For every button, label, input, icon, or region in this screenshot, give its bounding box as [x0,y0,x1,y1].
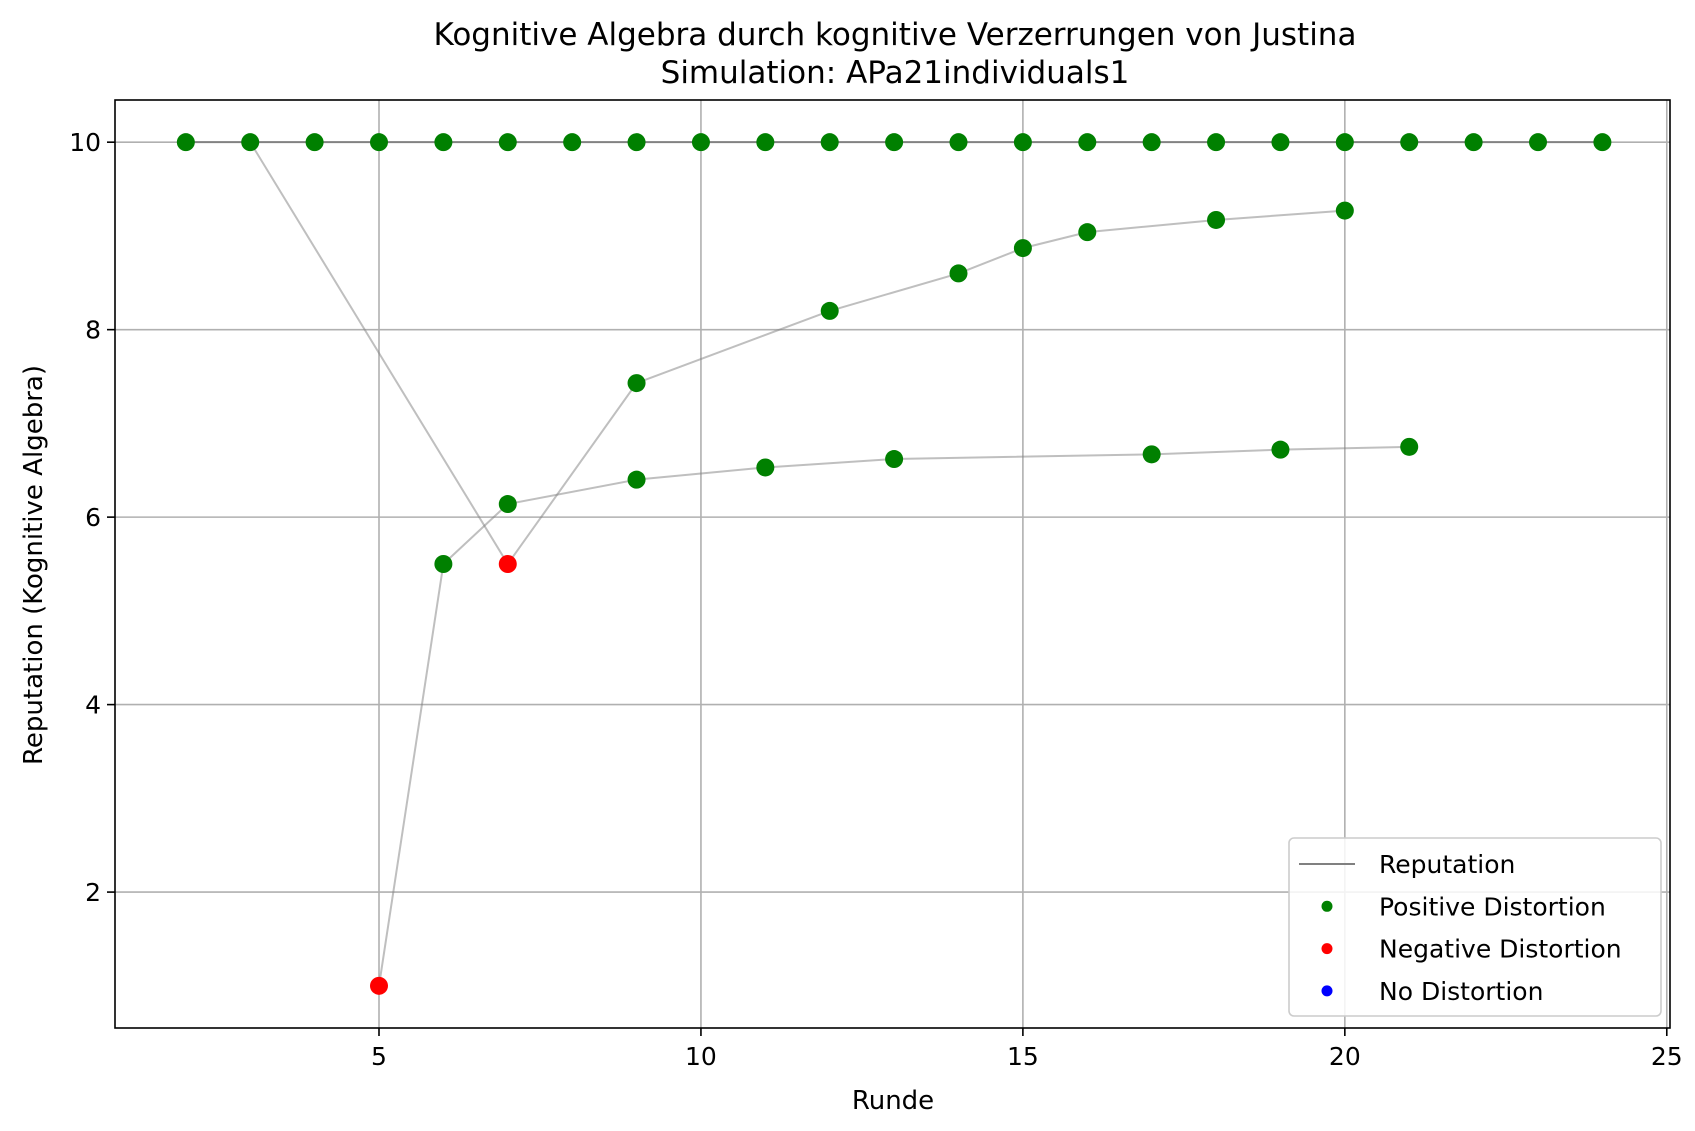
positive-distortion-point [1142,133,1161,152]
positive-distortion-point [820,301,839,320]
positive-distortion-point [820,133,839,152]
legend-marker-icon [1321,900,1333,912]
positive-distortion-point [1078,133,1097,152]
legend-label: Positive Distortion [1379,892,1606,921]
positive-distortion-point [1271,440,1290,459]
positive-distortion-point [1593,133,1612,152]
legend-marker-icon [1321,943,1333,955]
chart-subtitle: Simulation: APa21individuals1 [661,55,1130,91]
positive-distortion-point [176,133,195,152]
positive-distortion-point [756,133,775,152]
x-tick-label: 5 [371,1042,387,1071]
positive-distortion-point [498,133,517,152]
x-axis-ticks: 5 10 15 20 25 [371,1028,1683,1071]
positive-distortion-point [691,133,710,152]
positive-distortion-point [563,133,582,152]
positive-distortion-point [1335,201,1354,220]
positive-distortion-point [885,133,904,152]
x-tick-label: 20 [1329,1042,1361,1071]
y-tick-label: 4 [85,691,101,720]
positive-distortion-point [369,133,388,152]
positive-distortion-point [1464,133,1483,152]
chart-title: Kognitive Algebra durch kognitive Verzer… [434,17,1357,53]
positive-distortion-point [1400,437,1419,456]
positive-distortion-point [756,458,775,477]
legend-marker-icon [1321,985,1333,997]
legend-label: Negative Distortion [1379,935,1622,964]
legend: Reputation Positive Distortion Negative Di… [1288,837,1662,1017]
positive-distortion-point [434,133,453,152]
positive-distortion-point [1078,223,1097,242]
y-axis-ticks: 2 4 6 8 10 [69,128,115,907]
legend-label: No Distortion [1379,977,1543,1006]
y-tick-label: 10 [69,128,101,157]
y-axis-label: Reputation (Kognitive Algebra) [19,365,49,765]
legend-label: Reputation [1379,850,1515,879]
plot-frame [114,99,1671,1029]
y-tick-label: 2 [85,878,101,907]
positive-distortion-point [498,495,517,514]
positive-distortion-point [1529,133,1548,152]
positive-distortion-point [1271,133,1290,152]
positive-distortion-point [627,470,646,489]
positive-distortion-point [1207,133,1226,152]
positive-distortion-point [1400,133,1419,152]
data-points [176,133,1612,995]
x-tick-label: 10 [685,1042,717,1071]
positive-distortion-point [1142,445,1161,464]
positive-distortion-point [885,450,904,469]
positive-distortion-point [949,264,968,283]
positive-distortion-point [627,133,646,152]
y-tick-label: 6 [85,503,101,532]
x-axis-label: Runde [852,1086,934,1116]
positive-distortion-point [1207,210,1226,229]
negative-distortion-point [498,555,517,573]
positive-distortion-point [1013,133,1032,152]
legend-box [1288,837,1662,1017]
negative-distortion-point [369,976,388,995]
positive-distortion-point [1335,133,1354,152]
y-tick-label: 8 [85,316,101,345]
x-tick-label: 15 [1007,1042,1039,1071]
x-tick-label: 25 [1651,1042,1683,1071]
positive-distortion-point [949,133,968,152]
positive-distortion-point [241,133,260,152]
positive-distortion-point [627,374,646,393]
positive-distortion-point [305,133,324,152]
positive-distortion-point [434,555,453,573]
positive-distortion-point [1013,239,1032,258]
